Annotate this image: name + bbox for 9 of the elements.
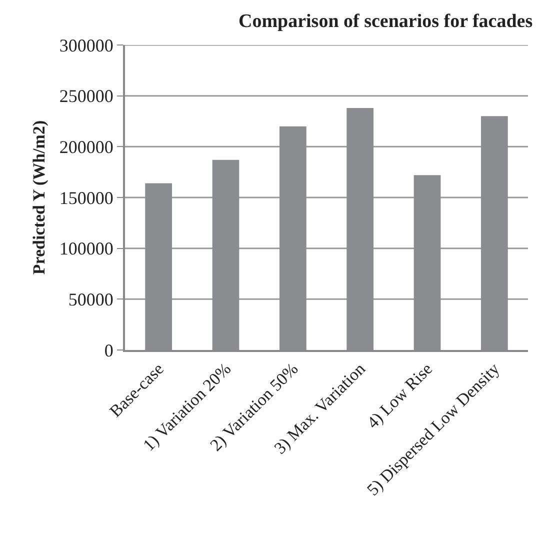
y-tick-label: 250000: [59, 86, 114, 106]
chart-title: Comparison of scenarios for facades: [238, 10, 533, 32]
y-tick-label: 100000: [59, 238, 114, 259]
y-axis-title: Predicted Y (Wh/m2): [29, 120, 48, 275]
y-tick-label: 0: [104, 340, 114, 360]
y-tick-label: 200000: [59, 136, 114, 157]
y-tick-label: 300000: [59, 35, 114, 56]
y-tick-label: 150000: [59, 188, 114, 208]
y-tick-label: 50000: [68, 289, 114, 310]
